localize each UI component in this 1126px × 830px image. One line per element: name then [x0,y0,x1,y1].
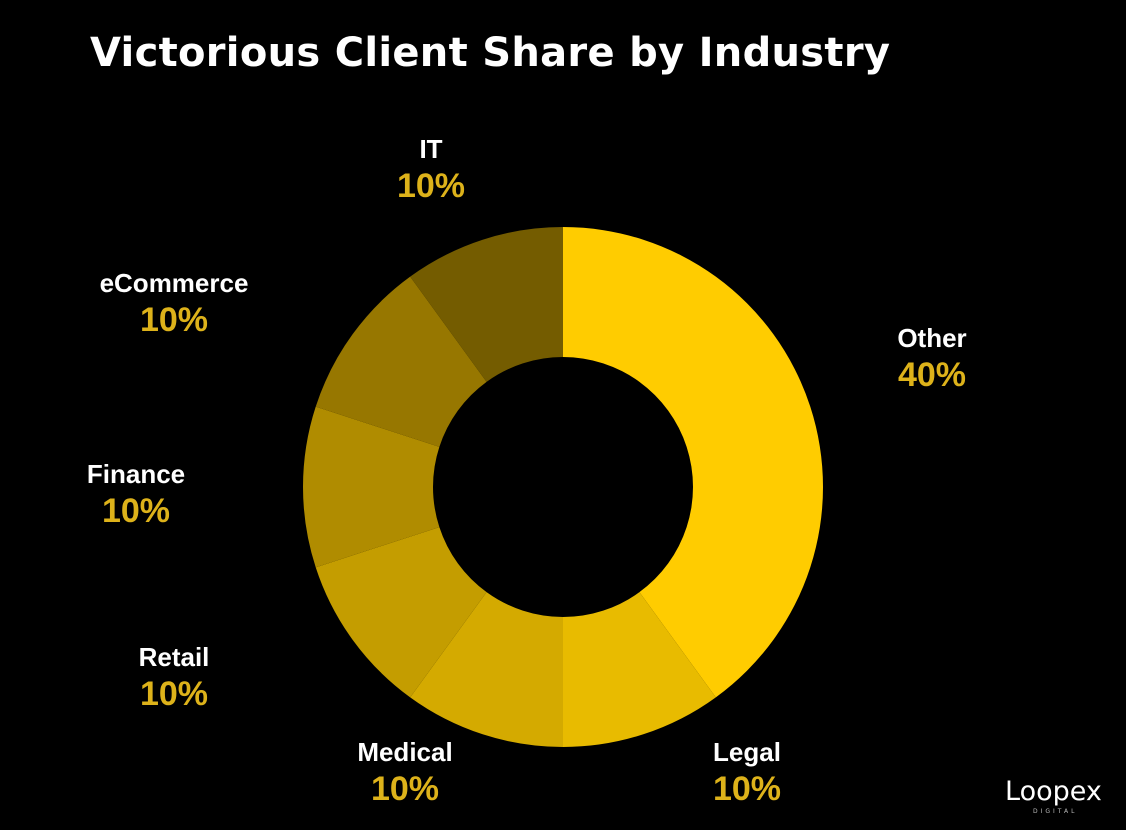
slice-value: 10% [139,301,209,339]
slice-legal [563,592,716,747]
chart-title: Victorious Client Share by Industry [90,30,891,76]
slice-finance [303,406,440,568]
slice-other [563,227,823,698]
slice-label-it: IT 10% [397,134,465,208]
logo-wordmark: Loopex [1005,776,1102,807]
slice-label-medical: Medical 10% [357,737,452,811]
slice-label-retail: Retail 10% [139,642,210,716]
slice-name: Medical [357,737,453,767]
slice-value: 10% [712,770,782,808]
donut-slices [303,227,823,747]
slice-medical [410,592,563,747]
slice-value: 10% [396,167,466,205]
slice-name: Legal [713,737,781,767]
slice-label-finance: Finance 10% [87,459,185,533]
slice-name: IT [419,134,443,164]
slice-ecommerce [315,276,487,447]
slice-it [410,227,563,382]
slice-name: Other [897,323,967,353]
slice-label-other: Other 40% [897,323,966,397]
slice-name: Retail [138,642,210,672]
slice-label-legal: Legal 10% [713,737,781,811]
slice-value: 10% [139,675,209,713]
slice-label-ecommerce: eCommerce 10% [100,268,249,342]
slice-name: eCommerce [99,268,249,298]
slice-value: 40% [897,356,967,394]
logo-subtext: DIGITAL [1033,808,1077,815]
slice-value: 10% [370,770,440,808]
slice-retail [315,527,487,698]
loopex-logo: Loopex DIGITAL [1005,776,1102,815]
slice-name: Finance [86,459,186,489]
slice-value: 10% [101,492,171,530]
